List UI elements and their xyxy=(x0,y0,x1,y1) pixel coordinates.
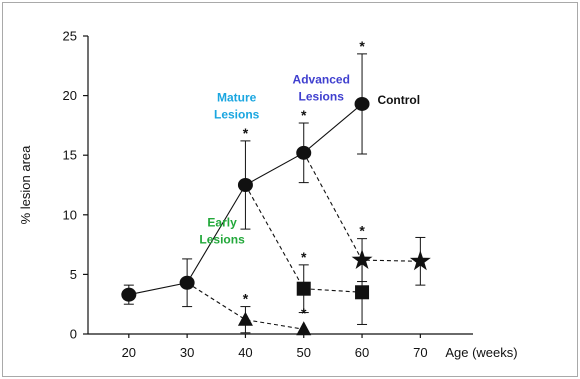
series-line-square xyxy=(244,184,363,293)
x-tick-label: 60 xyxy=(355,345,369,360)
annotation-early: Early Lesions xyxy=(199,216,245,247)
data-markers xyxy=(121,96,431,336)
significance-asterisk: * xyxy=(301,107,307,123)
annotation-mature-line: Mature xyxy=(217,91,257,105)
annotation-advanced-line: Lesions xyxy=(299,90,345,104)
data-point-circle xyxy=(237,178,253,192)
y-tick-label: 20 xyxy=(63,88,77,103)
x-tick-label: 30 xyxy=(180,345,194,360)
significance-asterisk: * xyxy=(301,305,307,321)
data-point-square xyxy=(355,285,370,300)
annotations: Early Lesions Mature Lesions Advanced Lesions… xyxy=(199,73,420,247)
y-tick-label: 10 xyxy=(63,207,77,222)
data-point-circle xyxy=(354,96,370,111)
data-point-star xyxy=(351,249,373,269)
annotation-control: Control xyxy=(377,93,420,107)
annotation-control-line: Control xyxy=(377,93,420,107)
data-point-circle xyxy=(179,275,195,290)
x-tick-label: 20 xyxy=(122,345,136,360)
significance-asterisk: * xyxy=(359,38,365,54)
axes: 0 5 10 15 20 25 20 30 40 50 60 70 Age (weeks) % lesio… xyxy=(18,29,518,361)
annotation-advanced: Advanced Lesions xyxy=(293,73,350,104)
y-tick-label: 25 xyxy=(63,29,77,44)
lesion-area-chart: 0 5 10 15 20 25 20 30 40 50 60 70 Age (weeks) % lesio… xyxy=(18,29,518,361)
data-point-triangle xyxy=(296,321,312,336)
series-lines xyxy=(128,103,421,330)
data-point-triangle xyxy=(237,311,253,326)
annotation-advanced-line: Advanced xyxy=(293,73,350,87)
annotation-mature-line: Lesions xyxy=(214,108,260,122)
annotation-early-line: Lesions xyxy=(199,233,245,247)
data-point-circle xyxy=(296,145,312,160)
significance-asterisk: * xyxy=(243,125,249,141)
x-tick-label: 70 xyxy=(413,345,427,360)
data-point-square xyxy=(296,281,311,296)
x-tick-label: 50 xyxy=(297,345,311,360)
significance-asterisk: * xyxy=(301,249,307,265)
significance-asterisk: * xyxy=(243,291,249,307)
y-tick-label: 0 xyxy=(70,327,77,342)
annotation-early-line: Early xyxy=(207,216,237,230)
data-point-circle xyxy=(121,287,137,302)
data-point-star xyxy=(409,250,431,271)
series-line-triangle xyxy=(186,282,304,330)
y-tick-label: 15 xyxy=(63,148,77,163)
y-tick-label: 5 xyxy=(70,267,77,282)
annotation-mature: Mature Lesions xyxy=(214,91,260,122)
y-axis-label: % lesion area xyxy=(18,145,33,225)
x-axis-label: Age (weeks) xyxy=(445,345,517,360)
significance-asterisk: * xyxy=(359,223,365,239)
x-tick-label: 40 xyxy=(238,345,252,360)
significance-marks: * * * * * * * xyxy=(243,38,366,321)
